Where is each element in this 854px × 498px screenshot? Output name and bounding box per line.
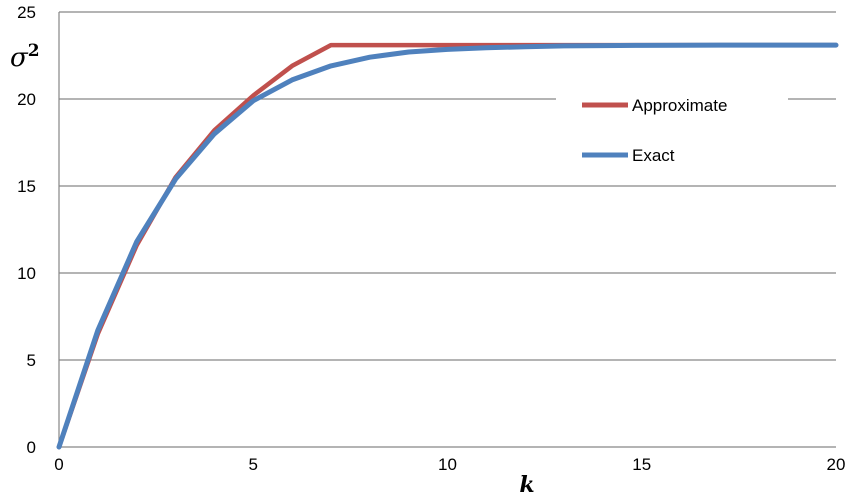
x-tick-label: 15 <box>632 455 651 474</box>
series-lines <box>56 42 839 450</box>
x-tick-label: 20 <box>827 455 846 474</box>
y-axis-title-base: σ <box>10 43 29 73</box>
x-tick-labels: 0 5 10 15 20 <box>54 455 845 474</box>
y-tick-label: 25 <box>17 3 36 22</box>
axes <box>58 12 836 448</box>
y-axis-title-superscript: 2 <box>28 41 40 61</box>
x-axis-title: k <box>519 472 534 498</box>
gridlines <box>59 11 836 361</box>
legend-label-exact: Exact <box>632 146 675 165</box>
y-tick-label: 20 <box>17 90 36 109</box>
legend-label-approximate: Approximate <box>632 96 727 115</box>
x-tick-label: 5 <box>249 455 258 474</box>
legend: Approximate Exact <box>556 88 788 178</box>
y-tick-labels: 0 5 10 15 20 25 <box>17 3 36 457</box>
x-tick-label: 10 <box>438 455 457 474</box>
x-tick-label: 0 <box>54 455 63 474</box>
y-tick-label: 15 <box>17 177 36 196</box>
y-tick-label: 5 <box>27 351 36 370</box>
y-tick-label: 10 <box>17 264 36 283</box>
series-line-exact <box>56 42 839 450</box>
y-tick-label: 0 <box>27 438 36 457</box>
y-axis-title: σ2 <box>10 41 40 73</box>
